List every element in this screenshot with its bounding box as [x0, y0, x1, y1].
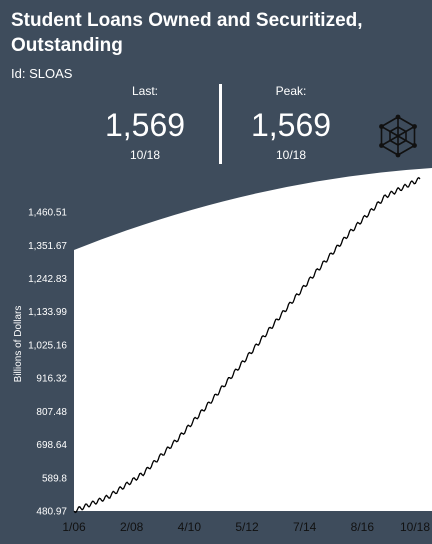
x-tick-label: 10/18	[400, 520, 430, 534]
last-label: Last:	[131, 84, 158, 98]
x-tick-label: 7/14	[293, 520, 317, 534]
peak-label: Peak:	[275, 84, 307, 98]
hexagon-cube-logo-icon[interactable]	[376, 114, 420, 158]
y-tick-label: 480.97	[36, 507, 67, 518]
y-tick-label: 589.8	[42, 473, 67, 484]
line-chart: 480.97 589.8 698.64 807.48 916.32 1,025.16 1,1…	[13, 168, 432, 534]
x-tick-label: 1/06	[62, 520, 86, 534]
series-line	[73, 176, 421, 514]
series-id: Id: SLOAS	[11, 66, 73, 81]
y-tick-label: 698.64	[36, 440, 67, 451]
last-stat: Last: 1,569 10/18	[80, 84, 210, 162]
last-date: 10/18	[129, 148, 161, 162]
x-tick-label: 8/16	[351, 520, 375, 534]
peak-date: 10/18	[275, 148, 307, 162]
x-tick-label: 5/12	[235, 520, 259, 534]
title-line-1: Student Loans Owned and Securitized,	[11, 10, 363, 31]
page-title: Student Loans Owned and Securitized, Out…	[11, 8, 425, 58]
chart-area-background	[74, 168, 432, 511]
chart-container: 480.97 589.8 698.64 807.48 916.32 1,025.16 1,1…	[0, 168, 432, 539]
last-value: 1,569	[104, 107, 186, 143]
peak-stat: Peak: 1,569 10/18	[226, 84, 356, 162]
title-line-2: Outstanding	[11, 35, 123, 56]
x-tick-label: 2/08	[120, 520, 144, 534]
y-tick-label: 1,133.99	[28, 307, 67, 318]
y-tick-label: 916.32	[36, 374, 67, 385]
y-axis-label: Billions of Dollars	[13, 306, 24, 383]
y-tick-label: 1,351.67	[28, 241, 67, 252]
stat-divider	[219, 84, 222, 164]
y-tick-label: 1,460.51	[28, 208, 67, 219]
x-tick-label: 4/10	[178, 520, 202, 534]
y-tick-label: 1,025.16	[28, 340, 67, 351]
y-tick-label: 1,242.83	[28, 274, 67, 285]
y-tick-label: 807.48	[36, 407, 67, 418]
peak-value: 1,569	[250, 107, 332, 143]
